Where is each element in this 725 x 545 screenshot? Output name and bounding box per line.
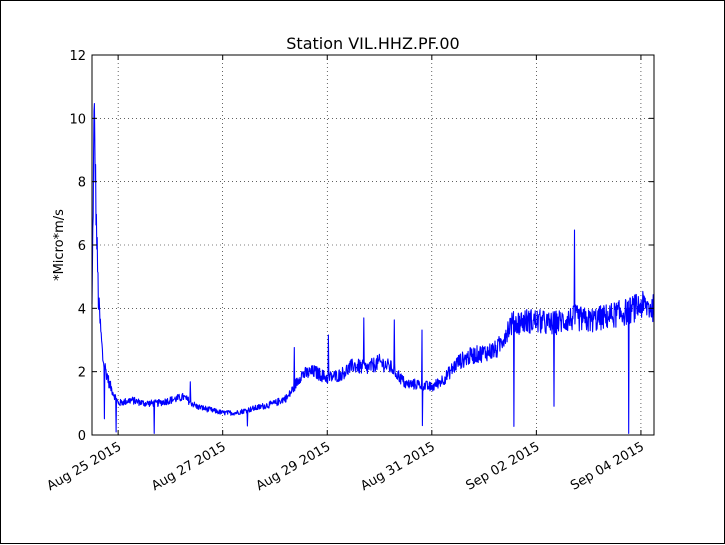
x-tick-label: Aug 25 2015 bbox=[45, 439, 125, 494]
x-tick-label: Aug 29 2015 bbox=[254, 439, 334, 494]
x-tick-label: Aug 27 2015 bbox=[149, 439, 229, 494]
y-tick-label: 8 bbox=[78, 176, 86, 191]
y-tick-label: 4 bbox=[78, 302, 86, 317]
y-tick-label: 6 bbox=[78, 239, 86, 254]
x-tick-label: Sep 04 2015 bbox=[568, 439, 647, 493]
x-tick-label: Sep 02 2015 bbox=[464, 439, 543, 493]
y-axis-label: *Micro*m/s bbox=[52, 209, 67, 281]
series-line bbox=[91, 103, 655, 434]
y-tick-label: 12 bbox=[69, 49, 86, 64]
y-tick-label: 10 bbox=[69, 112, 86, 127]
y-tick-label: 0 bbox=[78, 429, 86, 444]
chart-title: Station VIL.HHZ.PF.00 bbox=[286, 34, 459, 53]
y-tick-label: 2 bbox=[78, 366, 86, 381]
x-tick-label: Aug 31 2015 bbox=[358, 439, 438, 494]
